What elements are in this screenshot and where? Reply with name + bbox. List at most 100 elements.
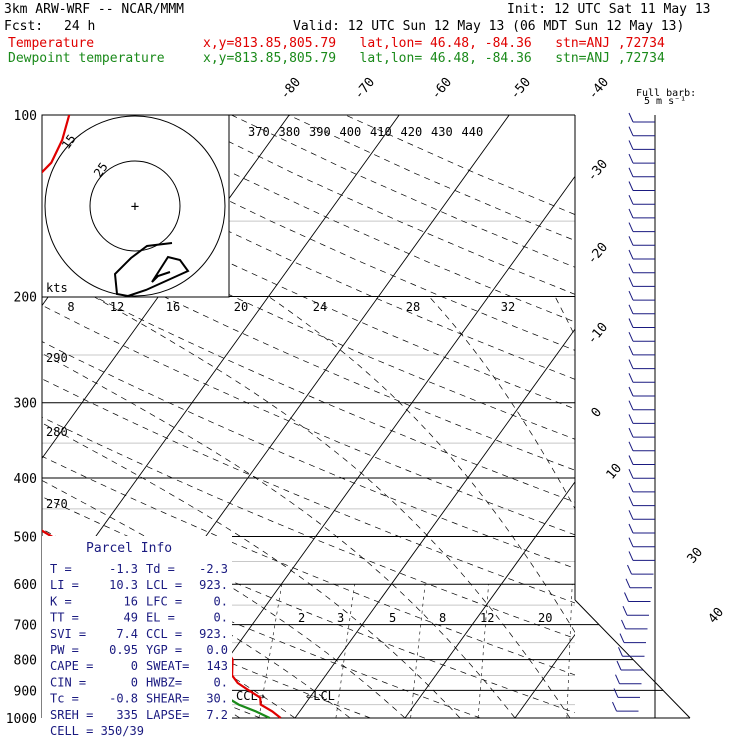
parcel-value: 7.4 bbox=[116, 627, 138, 641]
parcel-value: -1.3 bbox=[109, 562, 138, 576]
temperature-trace bbox=[42, 115, 282, 719]
theta-side-label: 280 bbox=[46, 425, 68, 439]
isotherm-label: -80 bbox=[278, 75, 305, 103]
forecast-label: Fcst: bbox=[4, 19, 44, 34]
mixing-ratio-line bbox=[258, 584, 283, 719]
parcel-value: 0 bbox=[131, 659, 138, 673]
wind-speed-label: 24 bbox=[313, 300, 327, 314]
theta-label: 380 bbox=[279, 125, 301, 139]
isotherm bbox=[625, 115, 740, 718]
legend-temperature: Temperature bbox=[8, 36, 95, 51]
wind-barb-flag bbox=[628, 181, 634, 191]
mixing-ratio-line bbox=[410, 584, 426, 719]
parcel-value: 7.2 bbox=[206, 708, 228, 722]
parcel-label: LCL = bbox=[146, 578, 182, 592]
wind-speed-label: 12 bbox=[110, 300, 124, 314]
theta-label: 370 bbox=[248, 125, 270, 139]
isotherm-label: -30 bbox=[585, 157, 612, 185]
parcel-value: 16 bbox=[124, 594, 138, 608]
mixing-ratio-label: 20 bbox=[538, 611, 552, 625]
valid-time: Valid: 12 UTC Sun 12 May 13 (06 MDT Sun … bbox=[293, 19, 685, 34]
parcel-value: 0 bbox=[131, 675, 138, 689]
ccl-marker: CCL⇒ bbox=[236, 689, 265, 703]
wind-barb-flag bbox=[628, 167, 634, 178]
pressure-label: 1000 bbox=[6, 712, 37, 727]
parcel-label: Td = bbox=[146, 562, 175, 576]
wind-barb-flag bbox=[627, 564, 632, 575]
wind-barb-flag bbox=[628, 386, 634, 397]
theta-side-label: 270 bbox=[46, 497, 68, 511]
pressure-label: 400 bbox=[14, 472, 37, 487]
isotherm-label: -20 bbox=[585, 240, 612, 268]
wind-barb-flag bbox=[628, 304, 634, 315]
parcel-value: 0. bbox=[214, 594, 228, 608]
wind-barb-flag bbox=[628, 194, 634, 205]
location-info-dewpoint: x,y=813.85,805.79 lat,lon= 46.48, -84.36… bbox=[203, 51, 665, 66]
wind-barb-flag bbox=[628, 537, 634, 547]
wind-barb-flag bbox=[628, 290, 634, 301]
parcel-info-box bbox=[42, 536, 232, 726]
parcel-label: SVI = bbox=[50, 627, 86, 641]
pressure-label: 600 bbox=[14, 578, 37, 593]
pressure-label: 800 bbox=[14, 654, 37, 669]
theta-label: 390 bbox=[309, 125, 331, 139]
parcel-value: 923. bbox=[199, 627, 228, 641]
pressure-label: 300 bbox=[14, 397, 37, 412]
wind-barb-flag bbox=[624, 592, 629, 602]
forecast-hours: 24 h bbox=[64, 19, 96, 34]
theta-side-label: 290 bbox=[46, 351, 68, 365]
wind-barb-flag bbox=[622, 605, 628, 616]
wind-barb-flag bbox=[628, 263, 634, 273]
mixing-ratio-label: 2 bbox=[298, 611, 305, 625]
moist-adiabat bbox=[428, 296, 575, 510]
wind-barb-flag bbox=[628, 359, 634, 369]
wind-barb-flag bbox=[628, 414, 634, 424]
lcl-marker: ⇐LCL bbox=[306, 689, 335, 703]
theta-label: 440 bbox=[462, 125, 484, 139]
parcel-value: 0. bbox=[214, 675, 228, 689]
mixing-ratio-line bbox=[477, 584, 489, 719]
wind-barb-flag bbox=[628, 510, 634, 520]
wind-speed-label: 32 bbox=[501, 300, 515, 314]
wind-barb-flag bbox=[628, 551, 634, 561]
wind-barb-flag bbox=[618, 647, 623, 657]
wind-speed-label: 16 bbox=[166, 300, 180, 314]
model-title: 3km ARW-WRF -- NCAR/MMM bbox=[4, 2, 185, 17]
isotherm-label: 0 bbox=[589, 405, 606, 421]
parcel-value: 10.3 bbox=[109, 578, 138, 592]
parcel-label: HWBZ= bbox=[146, 675, 182, 689]
parcel-cell: CELL = 350/39 bbox=[50, 724, 144, 738]
wind-barb-flag bbox=[625, 578, 631, 589]
theta-label: 400 bbox=[340, 125, 362, 139]
parcel-label: SREH = bbox=[50, 708, 93, 722]
barb-legend-title: Full barb: bbox=[636, 88, 696, 99]
pressure-label: 700 bbox=[14, 619, 37, 634]
moist-adiabat bbox=[554, 296, 575, 338]
parcel-label: EL = bbox=[146, 611, 175, 625]
wind-barb-flag bbox=[628, 277, 634, 287]
wind-barb-flag bbox=[628, 523, 634, 534]
wind-barb-flag bbox=[613, 688, 619, 698]
parcel-label: LAPSE= bbox=[146, 708, 189, 722]
parcel-value: -2.3 bbox=[199, 562, 228, 576]
wind-barb-flag bbox=[628, 112, 634, 123]
hodograph-trace bbox=[113, 242, 190, 298]
theta-label: 430 bbox=[431, 125, 453, 139]
parcel-value: 0.95 bbox=[109, 643, 138, 657]
wind-barb-flag bbox=[628, 400, 634, 410]
parcel-label: YGP = bbox=[146, 643, 182, 657]
parcel-value: 49 bbox=[124, 611, 138, 625]
wind-barb-flag bbox=[628, 373, 634, 383]
dry-adiabat bbox=[231, 115, 575, 268]
hodograph-ring-inner bbox=[89, 160, 181, 252]
isotherm-label: 30 bbox=[685, 545, 707, 567]
wind-barb-flag bbox=[628, 318, 634, 328]
parcel-label: PW = bbox=[50, 643, 79, 657]
theta-label: 420 bbox=[401, 125, 423, 139]
parcel-label: LFC = bbox=[146, 594, 182, 608]
parcel-label: CCL = bbox=[146, 627, 182, 641]
isotherm bbox=[42, 115, 400, 612]
wind-barb-flag bbox=[628, 236, 634, 246]
wind-barb-flag bbox=[628, 153, 634, 164]
